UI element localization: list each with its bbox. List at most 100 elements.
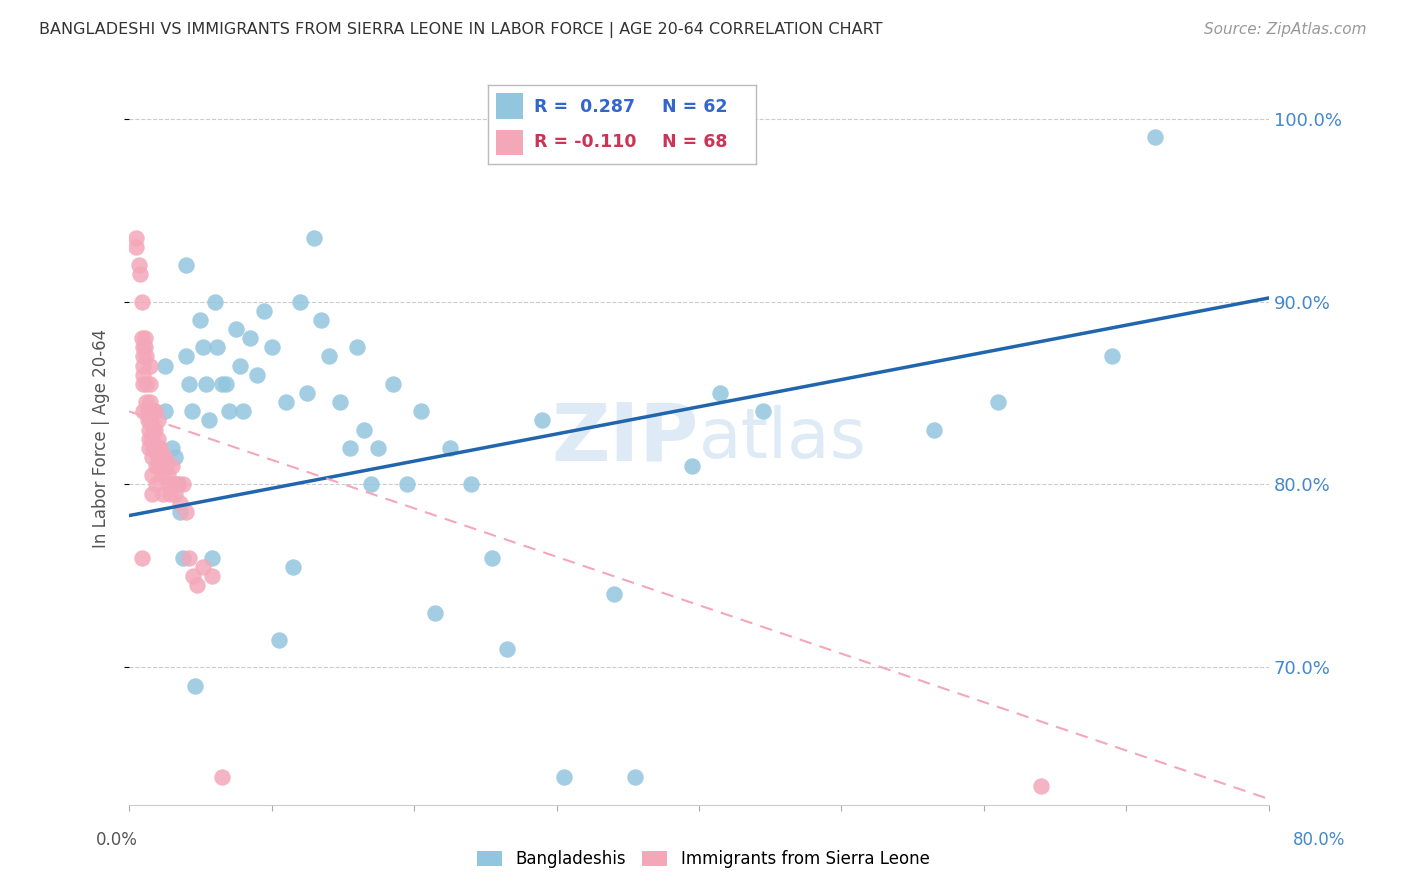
Point: [141, 468, 163, 483]
Point: [139, 413, 162, 427]
Point: [188, 313, 211, 327]
Point: [174, 505, 197, 519]
Point: [125, 240, 148, 254]
Point: [142, 441, 165, 455]
Point: [142, 404, 165, 418]
Point: [531, 413, 554, 427]
Point: [138, 441, 160, 455]
Point: [172, 477, 194, 491]
Point: [141, 432, 163, 446]
Point: [136, 413, 159, 427]
Point: [160, 441, 183, 455]
Point: [148, 459, 170, 474]
Point: [143, 423, 166, 437]
Point: [149, 459, 172, 474]
Point: [172, 550, 194, 565]
Point: [150, 450, 173, 464]
Point: [681, 459, 703, 474]
Point: [131, 331, 153, 345]
Point: [201, 550, 224, 565]
Point: [169, 505, 191, 519]
Point: [602, 587, 624, 601]
Point: [142, 423, 165, 437]
Point: [211, 770, 233, 784]
Point: [411, 404, 433, 418]
Text: Source: ZipAtlas.com: Source: ZipAtlas.com: [1204, 22, 1367, 37]
Point: [131, 550, 153, 565]
Point: [163, 486, 186, 500]
Point: [267, 632, 290, 647]
Point: [198, 413, 221, 427]
Point: [381, 376, 404, 391]
Point: [181, 569, 204, 583]
Point: [318, 350, 340, 364]
Point: [128, 258, 150, 272]
Point: [145, 477, 167, 491]
Point: [709, 386, 731, 401]
Point: [229, 359, 252, 373]
Point: [195, 376, 218, 391]
Point: [395, 477, 418, 491]
Point: [174, 258, 197, 272]
Point: [135, 395, 157, 409]
Legend: Bangladeshis, Immigrants from Sierra Leone: Bangladeshis, Immigrants from Sierra Leo…: [470, 844, 936, 875]
Text: 0.0%: 0.0%: [96, 831, 138, 849]
Point: [153, 404, 176, 418]
Point: [1029, 779, 1052, 793]
Point: [166, 477, 188, 491]
Point: [246, 368, 269, 382]
Point: [143, 441, 166, 455]
Point: [183, 679, 205, 693]
Point: [329, 395, 352, 409]
Point: [211, 376, 233, 391]
Point: [138, 432, 160, 446]
Point: [311, 313, 333, 327]
Point: [624, 770, 647, 784]
Point: [177, 550, 200, 565]
Point: [143, 404, 166, 418]
Point: [1143, 130, 1166, 145]
Point: [146, 450, 169, 464]
Point: [253, 303, 276, 318]
Point: [139, 359, 162, 373]
Point: [232, 404, 254, 418]
Y-axis label: In Labor Force | Age 20-64: In Labor Force | Age 20-64: [93, 329, 110, 549]
Point: [204, 294, 226, 309]
Point: [201, 569, 224, 583]
Point: [922, 423, 945, 437]
Point: [153, 450, 176, 464]
Point: [146, 432, 169, 446]
Point: [193, 559, 215, 574]
Point: [353, 423, 375, 437]
Point: [553, 770, 575, 784]
Text: atlas: atlas: [699, 405, 868, 472]
Point: [135, 350, 157, 364]
Point: [186, 578, 208, 592]
Point: [135, 376, 157, 391]
Point: [1101, 350, 1123, 364]
Point: [163, 450, 186, 464]
Point: [132, 340, 155, 354]
Point: [166, 477, 188, 491]
Point: [281, 559, 304, 574]
Point: [295, 386, 318, 401]
Point: [134, 340, 156, 354]
Text: BANGLADESHI VS IMMIGRANTS FROM SIERRA LEONE IN LABOR FORCE | AGE 20-64 CORRELATI: BANGLADESHI VS IMMIGRANTS FROM SIERRA LE…: [39, 22, 883, 38]
Point: [752, 404, 775, 418]
Point: [162, 477, 184, 491]
Point: [215, 376, 238, 391]
Point: [131, 294, 153, 309]
Point: [193, 340, 215, 354]
Point: [129, 267, 152, 281]
Point: [156, 468, 179, 483]
Text: ZIP: ZIP: [551, 400, 699, 478]
Point: [495, 642, 517, 657]
Point: [152, 486, 174, 500]
Point: [146, 413, 169, 427]
Text: 80.0%: 80.0%: [1294, 831, 1346, 849]
Point: [139, 395, 162, 409]
Point: [274, 395, 297, 409]
Point: [460, 477, 482, 491]
Point: [157, 477, 180, 491]
Point: [139, 376, 162, 391]
